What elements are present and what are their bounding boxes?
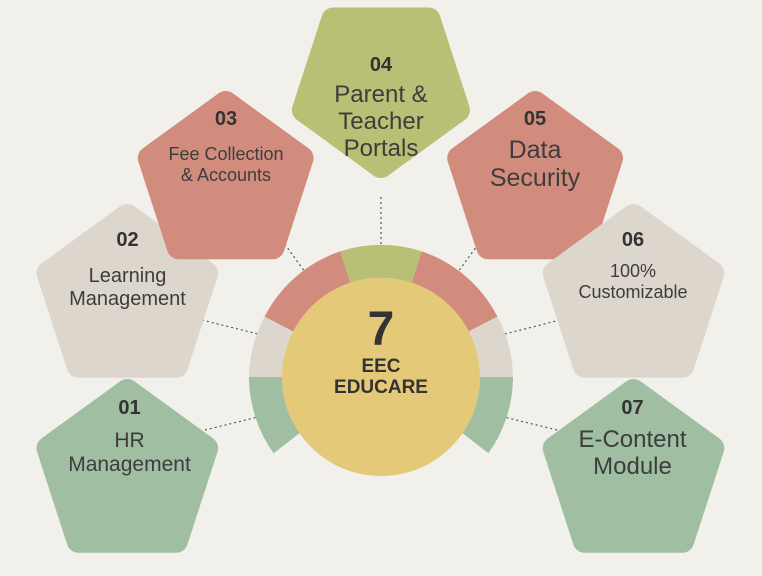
ring-segment-05	[411, 251, 498, 332]
item-05: 05 Data Security	[455, 108, 615, 192]
item-05-label-line2: Security	[489, 164, 581, 193]
ring-segment-03	[264, 251, 351, 332]
item-04: 04 Parent & Teacher Portals	[306, 54, 456, 163]
item-07-label-line2: Module	[593, 453, 672, 481]
item-07: 07 E-Content Module	[550, 397, 715, 481]
center-title: EEC EDUCARE	[301, 356, 461, 399]
item-07-label-line1: E-Content	[578, 426, 687, 454]
pentagon-06	[542, 204, 725, 378]
center-count: 7	[367, 303, 395, 356]
item-02-label-line1: Learning	[88, 265, 167, 288]
item-07-number: 07	[621, 397, 644, 419]
item-01: 01 HR Management	[47, 397, 212, 476]
pentagon-01	[36, 379, 219, 553]
item-01-number: 01	[118, 397, 141, 419]
item-04-label-line3: Portals	[343, 135, 419, 163]
ring-segment-07	[462, 377, 513, 454]
item-05-number: 05	[523, 108, 547, 130]
item-03: 03 Fee Collection & Accounts	[146, 108, 306, 185]
item-03-label-line2: & Accounts	[180, 164, 272, 185]
item-01-label-line2: Management	[68, 452, 191, 476]
pentagon-05	[447, 91, 623, 260]
connector-03	[272, 227, 306, 273]
item-03-number: 03	[214, 108, 238, 130]
item-03-label-line1: Fee Collection	[168, 144, 284, 165]
item-06-label-line2: Customizable	[578, 281, 688, 302]
ring-segment-01	[249, 377, 300, 454]
connector-06	[504, 319, 561, 335]
center-title-line2: EDUCARE	[334, 376, 428, 398]
connector-07	[499, 415, 558, 431]
item-02: 02 Learning Management	[45, 229, 210, 310]
ring-segment-06	[468, 316, 513, 377]
connector-02	[201, 319, 259, 335]
ring-segment-04	[340, 244, 422, 283]
item-02-number: 02	[116, 229, 139, 251]
pentagon-02	[36, 204, 219, 378]
item-05-label-line1: Data	[508, 136, 562, 165]
connector-01	[204, 415, 263, 431]
item-06: 06 100% Customizable	[553, 229, 713, 302]
ring-segment-02	[249, 316, 294, 377]
item-01-label-line1: HR	[114, 429, 145, 453]
connector-05	[457, 227, 491, 273]
center-circle	[282, 278, 480, 476]
item-04-label-line1: Parent &	[334, 81, 428, 109]
pentagon-04	[291, 7, 470, 178]
center-title-line1: EEC	[361, 356, 401, 377]
item-06-label-line1: 100%	[609, 261, 657, 282]
pentagon-03	[137, 91, 314, 260]
pentagon-07	[542, 379, 725, 553]
item-04-label-line2: Teacher	[338, 108, 424, 136]
item-06-number: 06	[621, 229, 645, 251]
item-04-number: 04	[369, 54, 393, 76]
item-02-label-line2: Management	[69, 287, 186, 310]
